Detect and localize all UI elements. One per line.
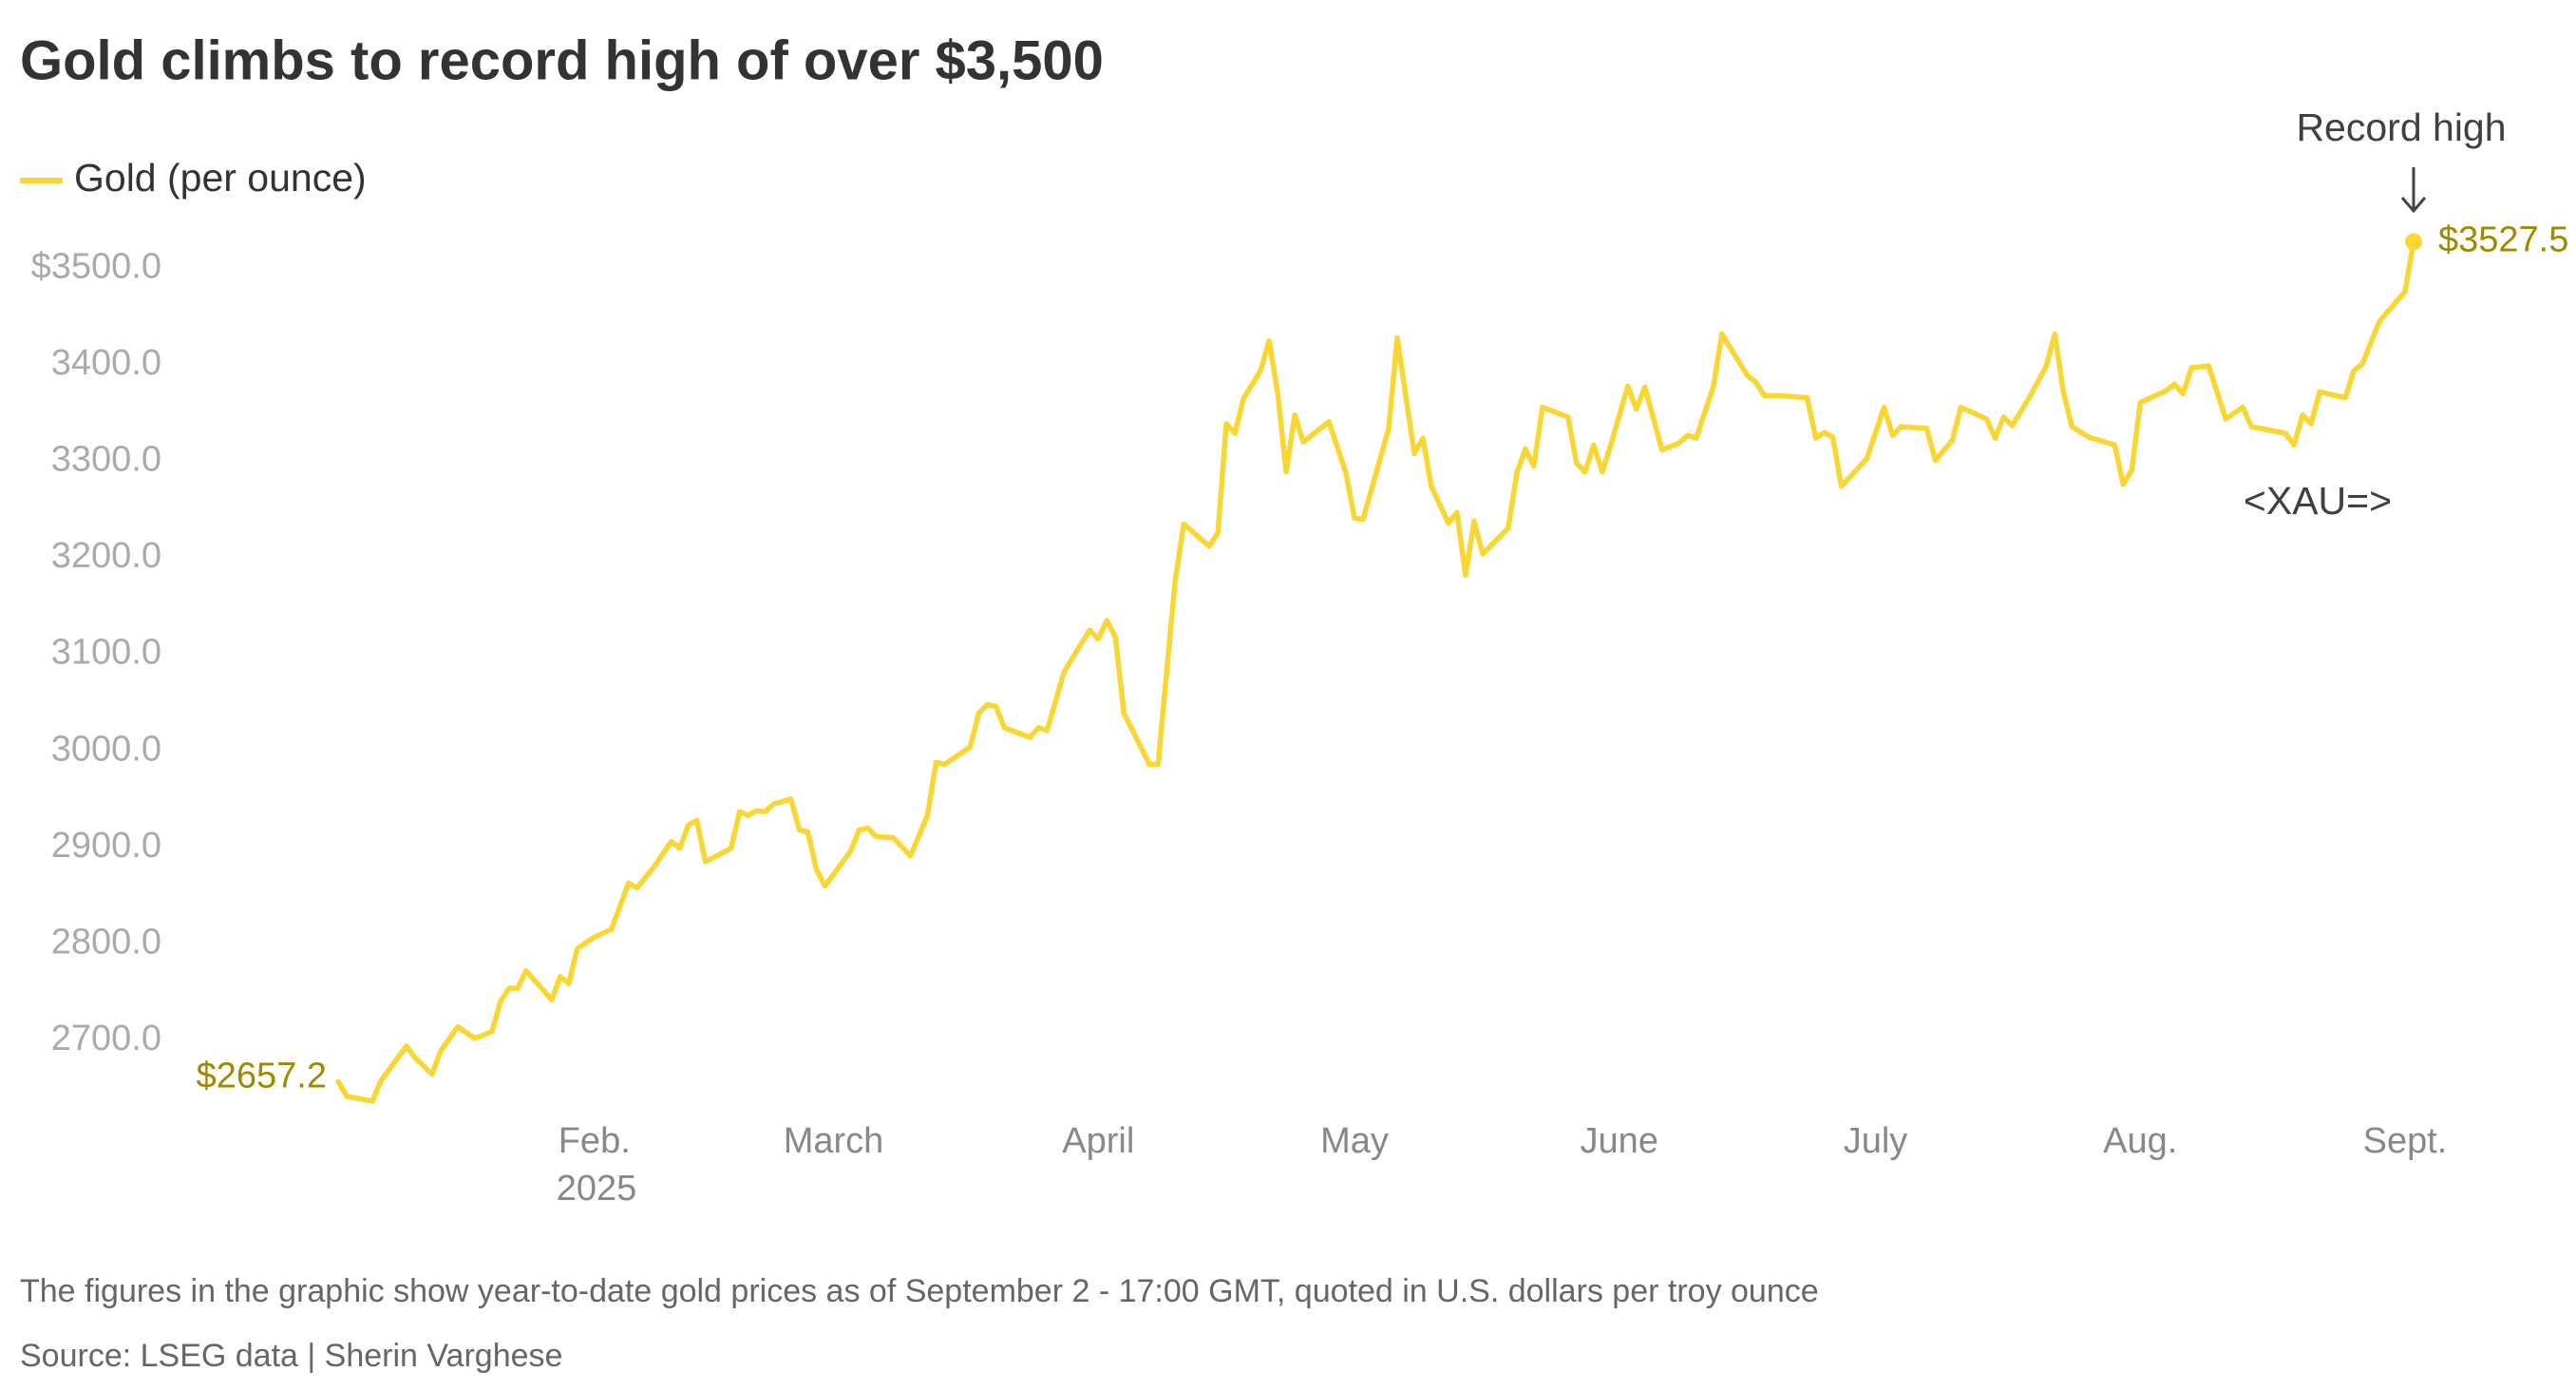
source: Source: LSEG data | Sherin Varghese <box>20 1338 562 1374</box>
legend-label: Gold (per ounce) <box>74 156 367 200</box>
x-tick-label: April <box>1062 1121 1134 1161</box>
y-tick-label: 3000.0 <box>51 729 161 769</box>
x-tick-label: July <box>1844 1121 1908 1161</box>
price-line <box>335 238 2416 1104</box>
footnote: The figures in the graphic show year-to-… <box>20 1273 1819 1309</box>
value-label: $3527.5 <box>2438 220 2568 260</box>
end-point <box>2405 233 2422 251</box>
chart-title: Gold climbs to record high of over $3,50… <box>20 29 1104 91</box>
y-tick-label: 3300.0 <box>51 440 161 480</box>
x-year-label: 2025 <box>557 1169 637 1209</box>
annotation-arrowhead <box>2400 197 2427 214</box>
y-tick-label: 2800.0 <box>51 922 161 962</box>
value-label: $2657.2 <box>197 1056 327 1096</box>
x-tick-label: Sept. <box>2363 1121 2448 1161</box>
x-tick-label: March <box>784 1121 884 1161</box>
x-tick-label: May <box>1320 1121 1389 1161</box>
x-tick-label: Aug. <box>2103 1121 2177 1161</box>
y-tick-label: 2700.0 <box>51 1019 161 1058</box>
x-tick-label: Feb. <box>559 1121 631 1161</box>
y-tick-label: 2900.0 <box>51 826 161 866</box>
y-tick-label: 3100.0 <box>51 633 161 673</box>
y-tick-label: $3500.0 <box>31 246 161 286</box>
y-tick-label: 3200.0 <box>51 536 161 576</box>
y-tick-label: 3400.0 <box>51 343 161 383</box>
annotation: <XAU=> <box>2244 479 2392 523</box>
x-tick-label: June <box>1581 1121 1658 1161</box>
annotation: Record high <box>2296 105 2506 149</box>
